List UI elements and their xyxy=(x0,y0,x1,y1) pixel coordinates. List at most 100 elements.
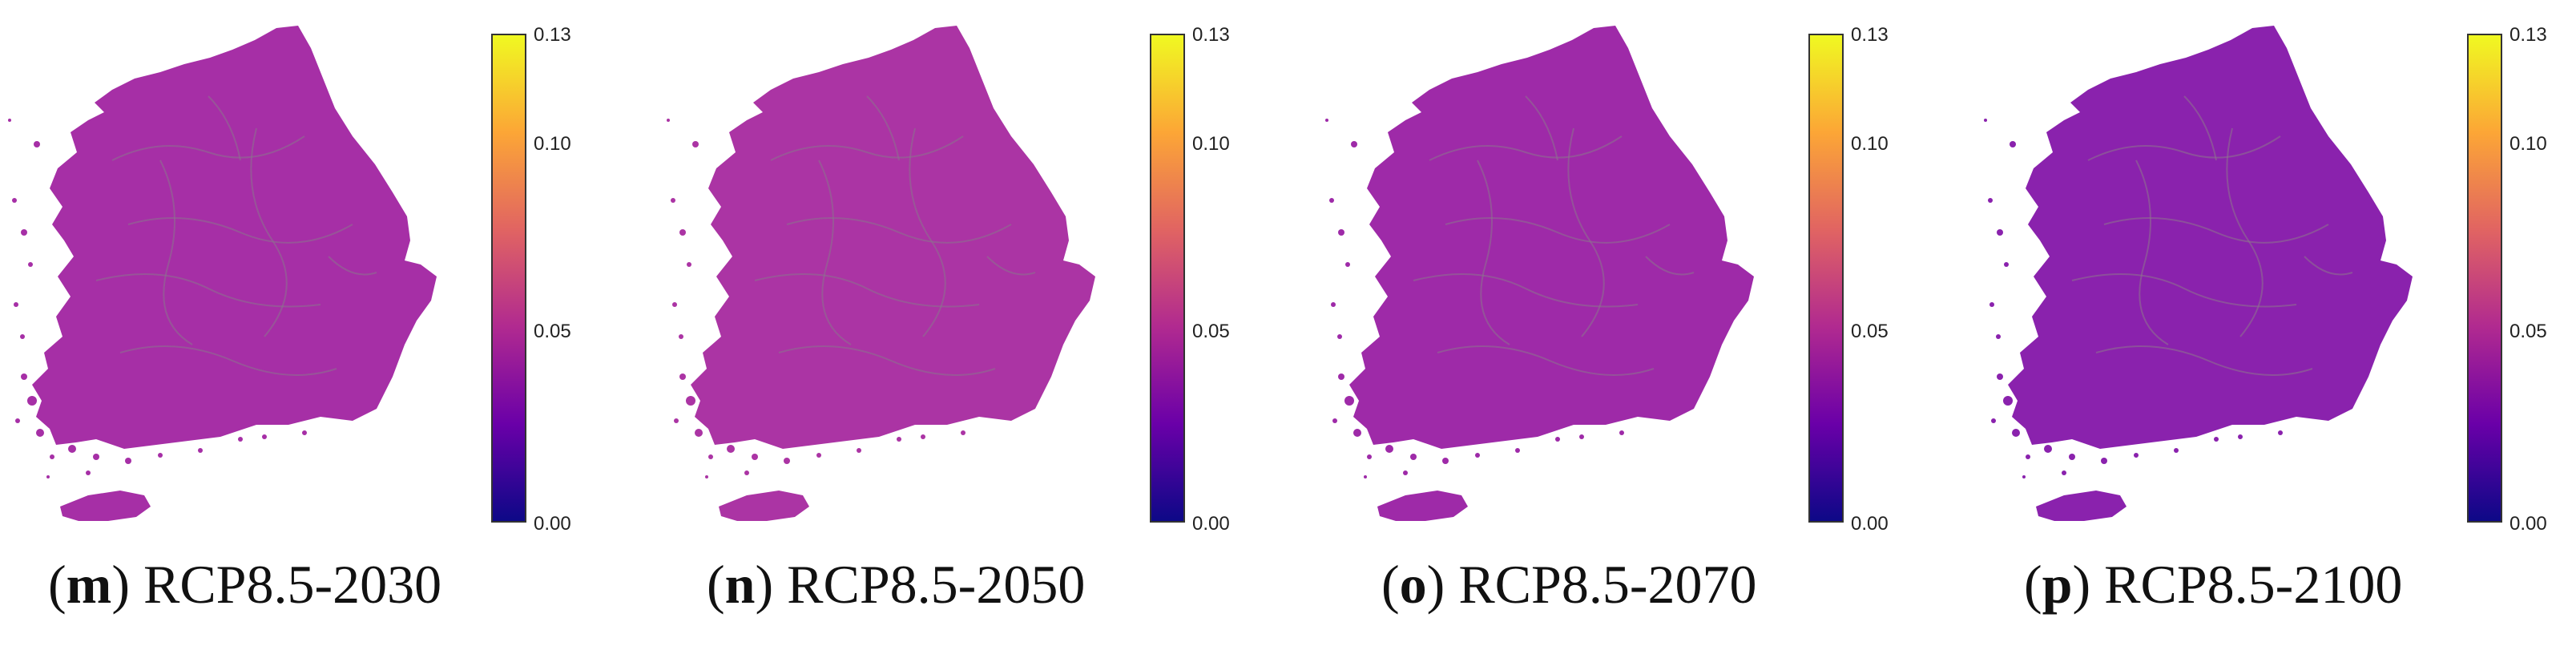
province-boundary xyxy=(2103,217,2329,244)
island xyxy=(727,445,735,453)
island xyxy=(86,470,91,475)
island xyxy=(1331,302,1336,307)
island xyxy=(93,454,99,460)
island xyxy=(27,396,37,406)
island xyxy=(2101,458,2107,464)
korea-map xyxy=(1325,26,1754,521)
korea-map xyxy=(667,26,1095,521)
island xyxy=(198,448,203,453)
island xyxy=(679,373,686,380)
mainland-region xyxy=(2008,26,2413,449)
island xyxy=(1367,454,1372,459)
colorbar-tick: 0.13 xyxy=(534,24,571,46)
colorbar-tick: 0.00 xyxy=(1192,513,1230,535)
panel-letter: o xyxy=(1399,554,1427,615)
island xyxy=(2004,262,2009,267)
colorbar-tick: 0.10 xyxy=(2509,133,2547,155)
island xyxy=(1984,119,1987,122)
province-boundary xyxy=(2087,135,2281,161)
panel-label: RCP8.5-2070 xyxy=(1458,554,1757,615)
colorbar-tick: 0.00 xyxy=(534,513,571,535)
province-boundary xyxy=(778,345,996,376)
province-boundary xyxy=(159,159,193,345)
island xyxy=(708,454,713,459)
island xyxy=(921,434,925,439)
island xyxy=(2022,475,2026,478)
province-boundary xyxy=(208,95,241,161)
province-boundary xyxy=(1567,127,1605,337)
province-boundary xyxy=(127,217,353,244)
island xyxy=(21,229,27,236)
island xyxy=(1351,141,1357,147)
province-boundary xyxy=(1445,217,1671,244)
island xyxy=(1619,430,1624,435)
colorbar-tick: 0.05 xyxy=(1192,321,1230,342)
island xyxy=(46,475,50,478)
map-panel-m: 0.13 0.10 0.05 0.00 (m) RCP8.5-2030 xyxy=(0,0,641,646)
island xyxy=(1996,334,2001,339)
island xyxy=(1353,429,1361,437)
island xyxy=(744,470,749,475)
island xyxy=(1555,437,1560,442)
colorbar-tick: 0.05 xyxy=(1851,321,1889,342)
province-boundary xyxy=(1525,95,1558,161)
island xyxy=(1338,229,1344,236)
island xyxy=(784,458,790,464)
island xyxy=(1991,418,1996,423)
jeju-island xyxy=(719,491,809,521)
island xyxy=(68,445,76,453)
mainland-region xyxy=(1349,26,1754,449)
island xyxy=(1364,475,1367,478)
island xyxy=(2278,430,2283,435)
province-boundary xyxy=(1429,135,1623,161)
island xyxy=(158,453,163,458)
island xyxy=(1344,396,1354,406)
island xyxy=(857,448,861,453)
province-boundary xyxy=(818,159,852,345)
province-boundary xyxy=(909,127,946,337)
map-panel-p: 0.13 0.10 0.05 0.00 (p) RCP8.5-2100 xyxy=(1976,0,2576,646)
province-boundary xyxy=(2095,345,2313,376)
island xyxy=(14,302,18,307)
province-boundary xyxy=(2226,127,2264,337)
island xyxy=(20,334,25,339)
island xyxy=(961,430,965,435)
island xyxy=(50,454,54,459)
colorbar xyxy=(2467,34,2502,523)
island xyxy=(1337,334,1342,339)
island xyxy=(667,119,670,122)
island xyxy=(679,229,686,236)
island xyxy=(2214,437,2219,442)
island xyxy=(897,437,901,442)
island xyxy=(2003,396,2013,406)
island xyxy=(1403,470,1408,475)
island xyxy=(28,262,33,267)
panel-caption: (m) RCP8.5-2030 xyxy=(48,554,442,615)
mainland-region xyxy=(691,26,1095,449)
island xyxy=(686,396,695,406)
province-boundary xyxy=(986,256,1036,276)
colorbar xyxy=(491,34,526,523)
province-boundary xyxy=(2183,95,2217,161)
island xyxy=(302,430,307,435)
colorbar-tick: 0.00 xyxy=(1851,513,1889,535)
colorbar-tick: 0.10 xyxy=(1192,133,1230,155)
colorbar-tick: 0.05 xyxy=(534,321,571,342)
island xyxy=(2069,454,2075,460)
island xyxy=(816,453,821,458)
island xyxy=(125,458,131,464)
panel-label: RCP8.5-2050 xyxy=(787,554,1086,615)
panel-caption: (n) RCP8.5-2050 xyxy=(707,554,1086,615)
island xyxy=(679,334,683,339)
colorbar xyxy=(1150,34,1185,523)
island xyxy=(1329,198,1334,203)
island xyxy=(705,475,708,478)
jeju-island xyxy=(60,491,151,521)
island xyxy=(674,418,679,423)
island xyxy=(1475,453,1480,458)
panel-caption: (o) RCP8.5-2070 xyxy=(1381,554,1757,615)
province-boundary xyxy=(770,135,964,161)
island xyxy=(671,198,675,203)
island xyxy=(1325,119,1328,122)
island xyxy=(36,429,44,437)
